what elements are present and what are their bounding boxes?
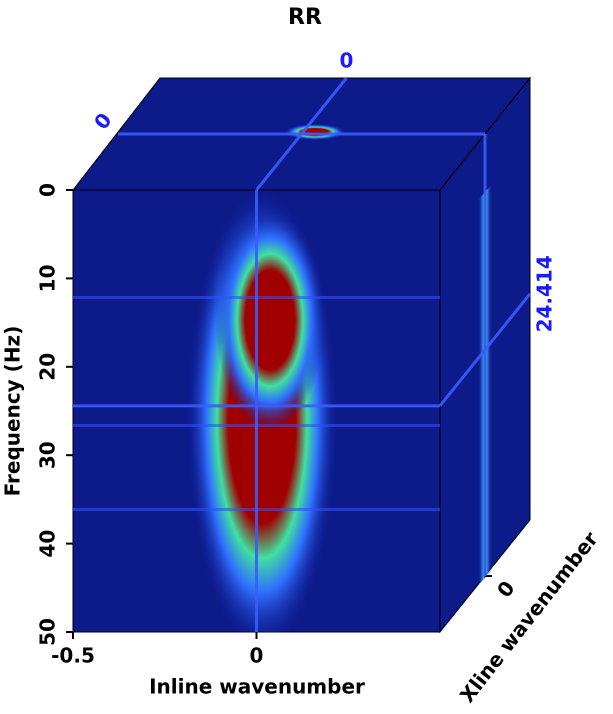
inline-slice-label: 0 [340, 49, 354, 73]
z-tick-label: 0 [492, 576, 519, 602]
y-tick-label: 0 [36, 183, 60, 197]
top-image [285, 124, 345, 140]
x-axis-label: Inline wavenumber [149, 675, 365, 699]
x-tick-label: -0.5 [51, 644, 95, 668]
chart-title: RR [288, 5, 322, 30]
y-tick-label: 50 [36, 618, 60, 646]
y-tick-label: 30 [36, 441, 60, 469]
y-axis-label: Frequency (Hz) [1, 326, 25, 497]
frequency-slice [438, 292, 532, 407]
xline-slice-label: 0 [89, 108, 116, 134]
energy-blob [215, 210, 325, 430]
y-tick-label: 20 [36, 353, 60, 381]
y-tick-label: 40 [36, 530, 60, 558]
frequency-slice-label: 24.414 [533, 255, 557, 332]
y-tick-label: 10 [36, 264, 60, 292]
x-tick-label: 0 [250, 644, 264, 668]
